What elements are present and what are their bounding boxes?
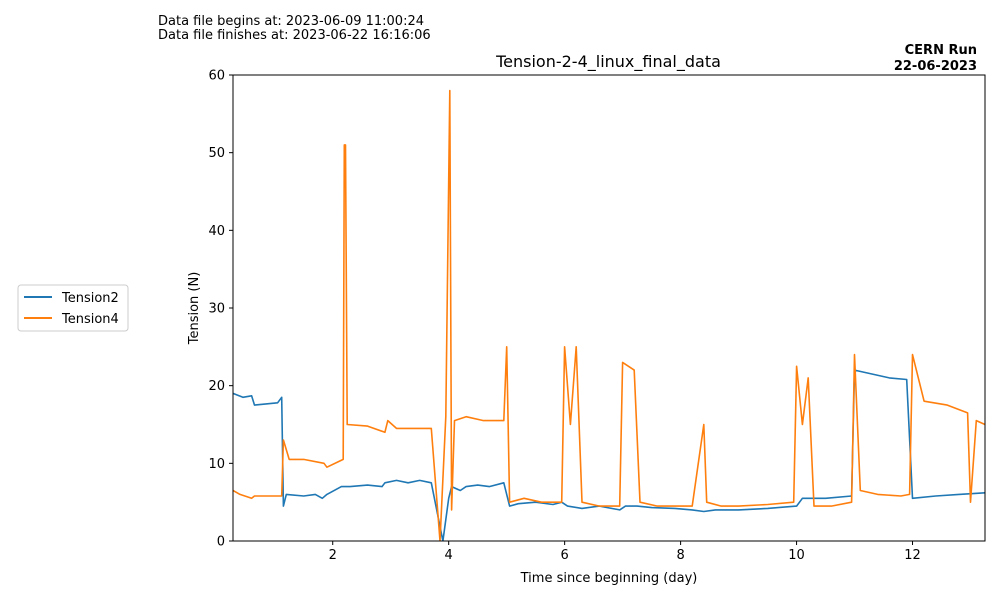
run-date: 22-06-2023: [894, 59, 977, 74]
x-tick-label: 6: [561, 548, 569, 563]
y-tick-label: 30: [208, 302, 225, 317]
x-tick-label: 4: [445, 548, 453, 563]
y-tick-label: 20: [208, 379, 225, 394]
series-line-tension2: [233, 369, 985, 541]
y-tick-label: 40: [208, 224, 225, 239]
x-tick-label: 10: [788, 548, 805, 563]
series-line-tension4: [233, 89, 985, 541]
data-begin-text: Data file begins at: 2023-06-09 11:00:24: [158, 14, 424, 29]
series-layer: [233, 89, 985, 541]
y-tick-label: 60: [208, 69, 225, 84]
x-tick-label: 8: [676, 548, 684, 563]
legend-label-tension4: Tension4: [61, 312, 119, 327]
legend-label-tension2: Tension2: [61, 291, 119, 306]
chart-title: Tension-2-4_linux_final_data: [495, 52, 721, 72]
legend: Tension2 Tension4: [17, 284, 129, 332]
x-tick-label: 2: [329, 548, 337, 563]
x-axis-label: Time since beginning (day): [520, 571, 698, 586]
y-axis-label: Tension (N): [187, 272, 202, 346]
x-tick-label: 12: [904, 548, 921, 563]
y-tick-label: 10: [208, 457, 225, 472]
y-tick-label: 0: [217, 535, 225, 550]
data-finish-text: Data file finishes at: 2023-06-22 16:16:…: [158, 28, 431, 43]
y-axis-ticks: 0 10 20 30 40 50 60: [208, 69, 233, 550]
y-tick-label: 50: [208, 146, 225, 161]
run-label: CERN Run: [905, 43, 977, 58]
x-axis-ticks: 2 4 6 8 10 12: [329, 541, 921, 563]
